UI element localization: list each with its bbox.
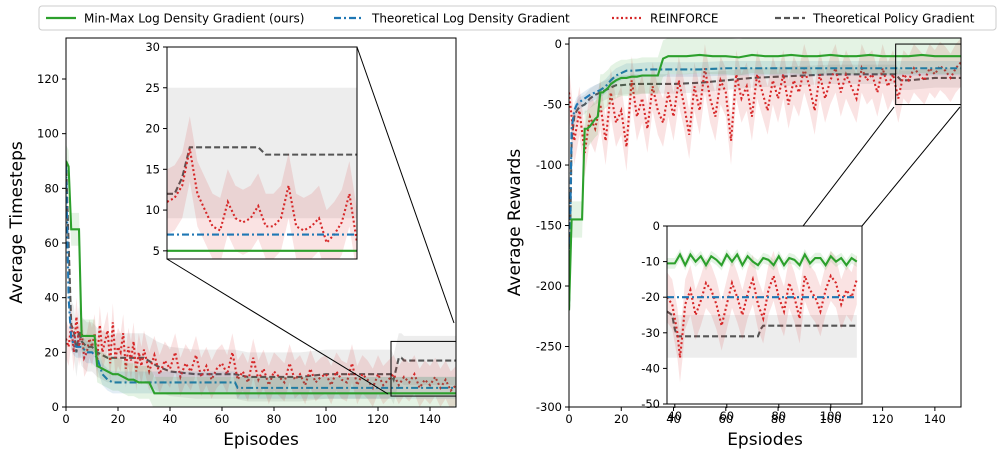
- x-tick-label-6: 120: [367, 412, 389, 426]
- x-tick-label-7: 140: [419, 412, 441, 426]
- inset: 0 -10 -20 -30 -40 -50 40 60 80 100: [641, 219, 863, 423]
- y-tick-label-4: -200: [536, 279, 562, 293]
- y-tick-label-3: -150: [536, 219, 562, 233]
- inset-line-3: [667, 252, 858, 268]
- inset-y-tick-label-1: 10: [145, 203, 160, 217]
- y-tick-label-5: 100: [37, 127, 59, 141]
- y-tick-label-0: 0: [555, 37, 562, 51]
- inset-y-tick-label-1: -10: [641, 255, 660, 269]
- x-tick-label-5: 100: [315, 412, 337, 426]
- inset-y-tick-label-0: 5: [153, 244, 160, 258]
- main-band-0: [569, 38, 961, 329]
- main-line-1: [66, 166, 456, 389]
- y-tick-label-0: 0: [52, 400, 59, 414]
- main-line-3: [569, 73, 961, 311]
- inset: 5 10 15 20 25 30: [145, 40, 358, 260]
- axes-frame: [568, 37, 962, 408]
- inset-background: [167, 47, 357, 259]
- inset-background: [667, 226, 862, 404]
- inset-line-0: [667, 310, 857, 338]
- legend-label-3: Theoretical Policy Gradient: [812, 12, 975, 26]
- inset-y-tick-label-3: 20: [145, 122, 160, 136]
- inset-x-tick-label-1: 60: [719, 409, 734, 423]
- inset-line-0: [167, 146, 357, 195]
- axes-frame: [65, 37, 457, 408]
- x-tick-label-4: 80: [771, 412, 786, 426]
- x-tick-label-5: 100: [819, 412, 841, 426]
- inset-x-tick-label-0: 40: [667, 409, 682, 423]
- y-tick-label-6: -300: [536, 400, 562, 414]
- main-band-3: [569, 64, 961, 320]
- inset-y-tick-label-2: -20: [641, 290, 660, 304]
- y-tick-label-2: -100: [536, 158, 562, 172]
- inset-y-tick-label-3: -30: [641, 326, 660, 340]
- y-axis-label: Average Rewards: [505, 149, 525, 297]
- x-tick-label-0: 0: [62, 412, 69, 426]
- zoom-connector-1: [356, 46, 455, 324]
- main-line-2: [66, 316, 456, 393]
- inset-line-1: [167, 148, 357, 245]
- inset-band-0: [167, 87, 357, 219]
- main-band-2: [66, 297, 456, 407]
- x-axis-label: Episodes: [223, 430, 299, 450]
- inset-x-tick-label-3: 100: [820, 409, 842, 423]
- legend-label-2: REINFORCE: [650, 12, 718, 26]
- x-tick-label-2: 40: [666, 412, 681, 426]
- legend-label-1: Theoretical Log Density Gradient: [371, 12, 570, 26]
- x-axis-label: Epsiodes: [727, 430, 803, 450]
- y-tick-label-4: 80: [44, 181, 59, 195]
- inset-frame: [166, 46, 358, 260]
- x-tick-label-3: 60: [215, 412, 230, 426]
- inset-band-1: [167, 116, 357, 259]
- inset-x-tick-label-2: 80: [771, 409, 786, 423]
- inset-band-1: [667, 250, 857, 383]
- inset-y-tick-label-5: -50: [641, 397, 660, 411]
- main-band-0: [66, 144, 456, 407]
- chart-rewards: 0 20 40 60 80 100 120 1400-50-100-150-200-250-3…: [505, 37, 962, 450]
- inset-y-tick-label-4: -40: [641, 361, 660, 375]
- inset-y-tick-label-2: 15: [145, 162, 160, 176]
- y-axis-label: Average Timesteps: [7, 141, 27, 304]
- legend: Min-Max Log Density Gradient (ours) Theor…: [38, 5, 997, 31]
- chart-timesteps: 0 20 40 60 80 100 120 140 0 20 40 60 80 100 120 Episode…: [7, 37, 457, 450]
- inset-y-tick-label-5: 30: [145, 40, 160, 54]
- x-tick-label-6: 120: [872, 412, 894, 426]
- legend-frame: [38, 5, 997, 31]
- x-tick-label-2: 40: [163, 412, 178, 426]
- x-tick-label-1: 20: [111, 412, 126, 426]
- x-tick-label-4: 80: [267, 412, 282, 426]
- x-tick-label-7: 140: [924, 412, 946, 426]
- y-tick-label-1: 20: [44, 345, 59, 359]
- y-tick-label-6: 120: [37, 72, 59, 86]
- main-line-0: [66, 160, 456, 395]
- x-tick-label-0: 0: [565, 412, 572, 426]
- main-line-0: [569, 53, 961, 311]
- zoom-connector-1: [861, 106, 961, 227]
- inset-frame: [666, 225, 863, 405]
- inset-y-tick-label-4: 25: [145, 81, 160, 95]
- main-line-1: [569, 67, 961, 305]
- x-tick-label-3: 60: [718, 412, 733, 426]
- legend-label-0: Min-Max Log Density Gradient (ours): [84, 12, 304, 26]
- x-tick-label-1: 20: [614, 412, 629, 426]
- zoom-connector-0: [166, 258, 389, 395]
- y-tick-label-3: 60: [44, 236, 59, 250]
- inset-y-tick-label-0: 0: [653, 219, 660, 233]
- y-tick-label-2: 40: [44, 291, 59, 305]
- main-band-1: [66, 155, 456, 399]
- y-tick-label-1: -50: [543, 98, 562, 112]
- y-tick-label-5: -250: [536, 340, 562, 354]
